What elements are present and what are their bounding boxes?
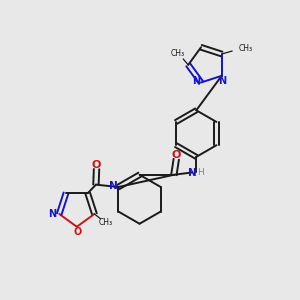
Text: N: N <box>109 181 118 190</box>
Text: O: O <box>73 227 82 237</box>
Text: N: N <box>49 209 57 219</box>
Text: CH₃: CH₃ <box>238 44 252 52</box>
Text: CH₃: CH₃ <box>171 49 185 58</box>
Text: H: H <box>197 169 204 178</box>
Text: O: O <box>92 160 101 170</box>
Text: O: O <box>172 150 181 160</box>
Text: N: N <box>218 76 226 86</box>
Text: CH₃: CH₃ <box>99 218 113 227</box>
Text: N: N <box>188 168 197 178</box>
Text: N: N <box>192 76 200 86</box>
